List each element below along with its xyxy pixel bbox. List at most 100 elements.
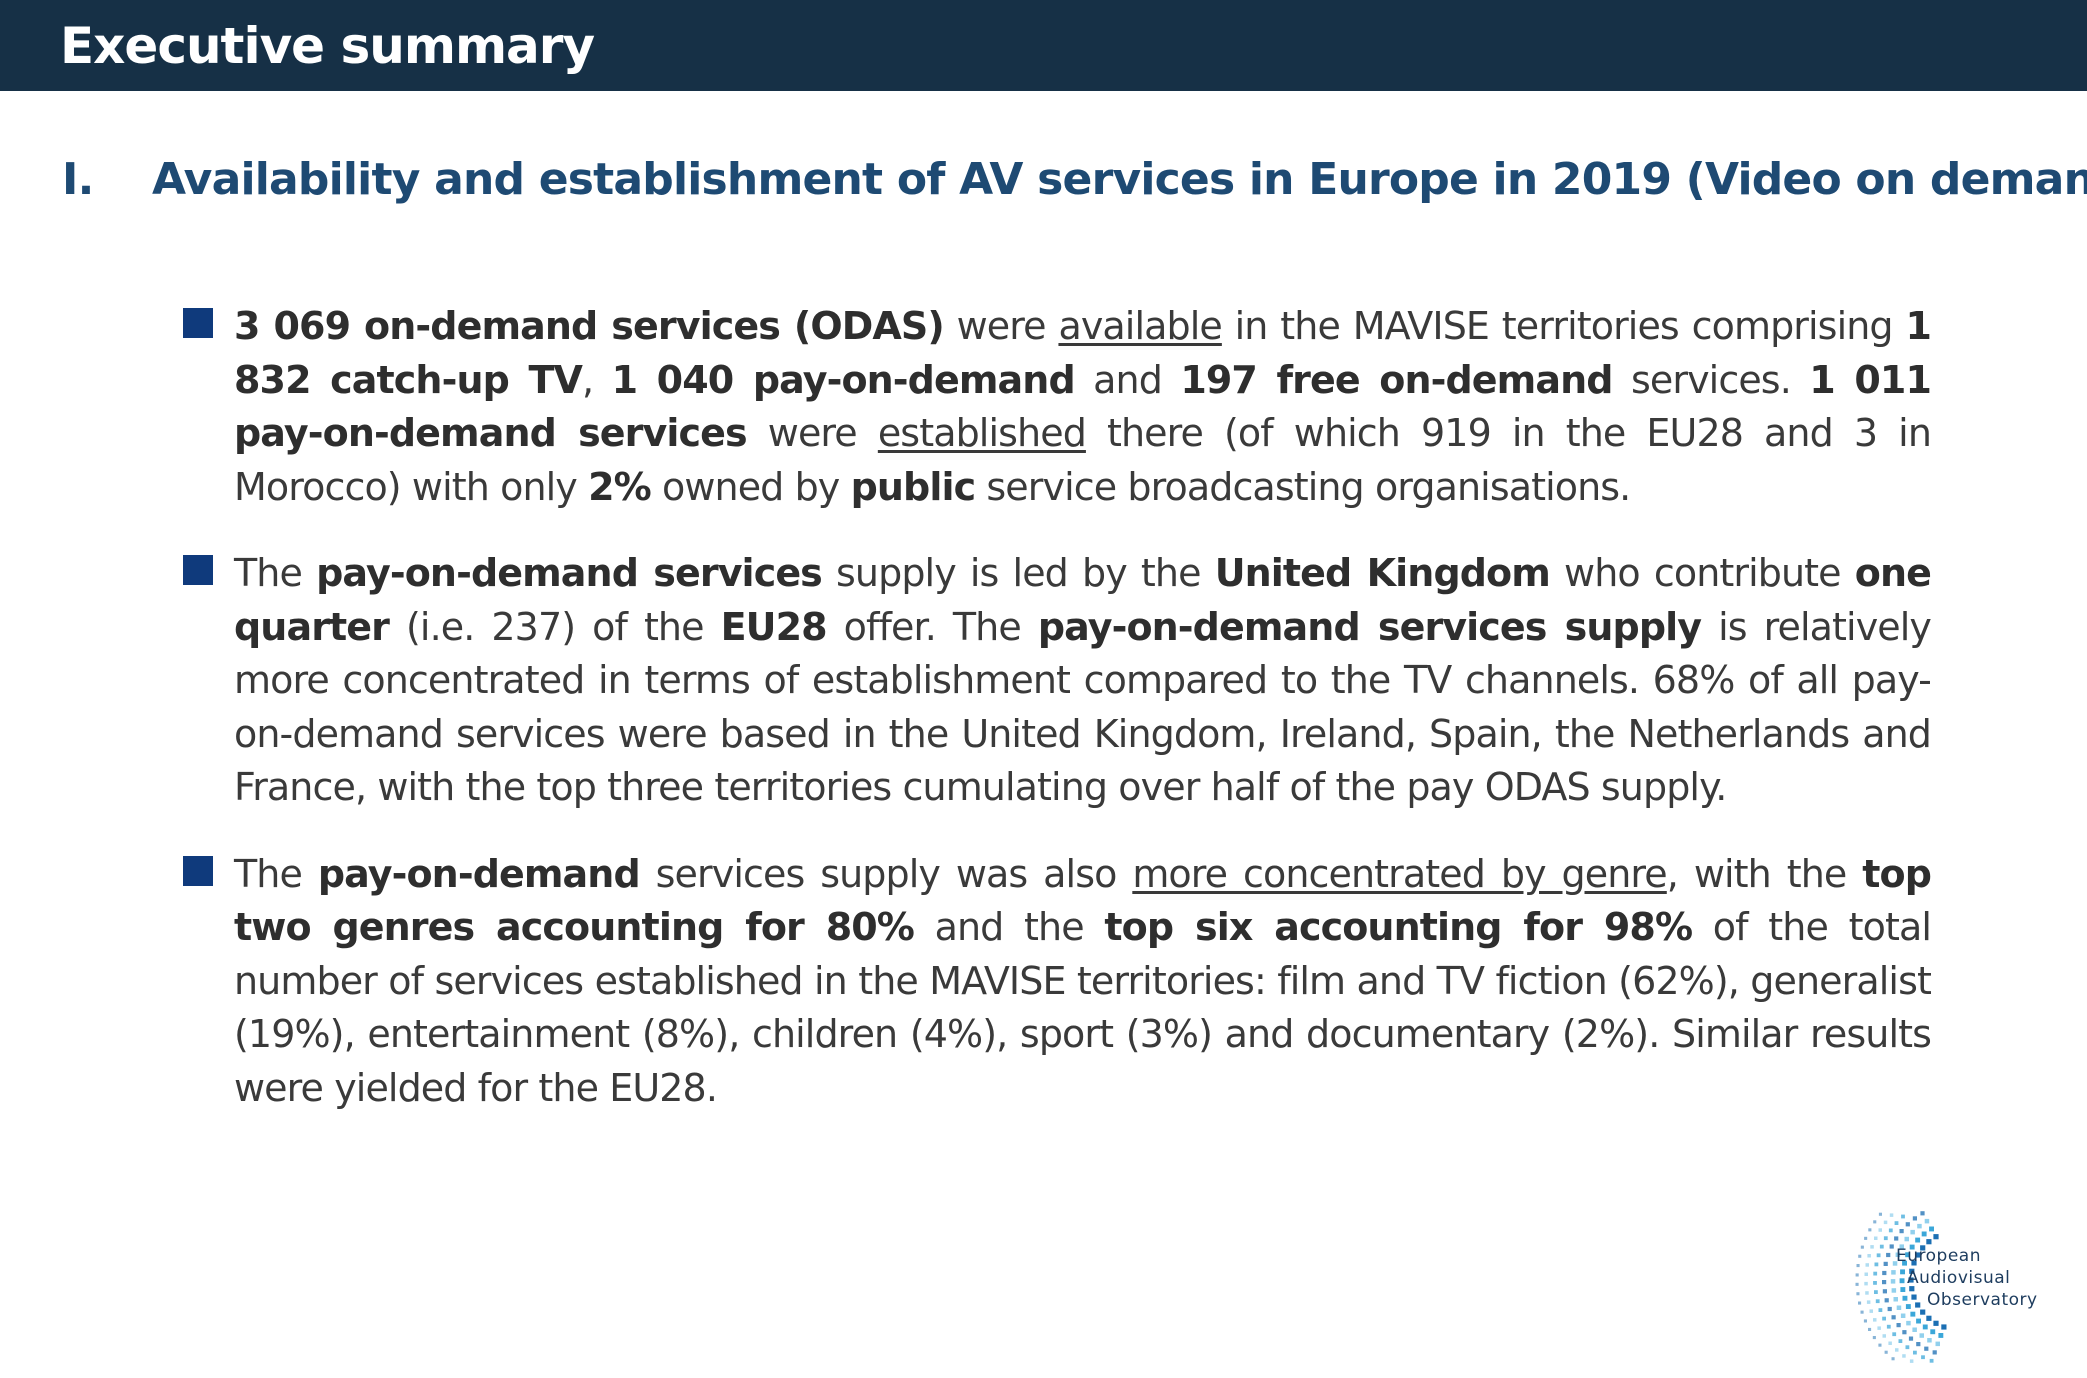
logo-tile xyxy=(1865,1263,1869,1267)
logo-text-line: Audiovisual xyxy=(1907,1268,2011,1288)
logo-tile xyxy=(1895,1252,1901,1257)
logo-tile xyxy=(1933,1234,1939,1240)
logo-tile xyxy=(1915,1302,1921,1308)
logo-tile xyxy=(1929,1358,1934,1363)
logo-tile xyxy=(1882,1280,1887,1285)
logo-tile xyxy=(1900,1269,1905,1275)
bullet-text-segment: there (of which 919 in the EU28 and 3 in… xyxy=(234,411,1932,509)
bullet-text-segment: in the MAVISE territories comprising xyxy=(1221,304,1906,348)
logo-tile xyxy=(1910,1229,1915,1235)
logo-tile xyxy=(1892,1261,1898,1266)
bullet-text-segment: service broadcasting organisations. xyxy=(975,464,1631,509)
logo-tile xyxy=(1921,1355,1925,1360)
logo-tile xyxy=(1941,1324,1947,1330)
logo-tile xyxy=(1875,1299,1880,1304)
logo-tile xyxy=(1898,1339,1903,1343)
observatory-logo: European Audiovisual Observatory xyxy=(1843,1210,2073,1365)
logo-text-line: Observatory xyxy=(1927,1290,2038,1310)
bullet-list: 3 069 on-demand services (ODAS) were ava… xyxy=(183,300,1932,1148)
bullet-text-segment: more concentrated by genre xyxy=(1132,851,1667,896)
logo-tile xyxy=(1878,1228,1882,1232)
logo-tile xyxy=(1864,1281,1868,1286)
logo-tile xyxy=(1899,1244,1904,1249)
bullet-text-segment: 1 832 catch-up TV xyxy=(234,304,1932,402)
logo-tile xyxy=(1889,1213,1894,1217)
bullet-text-segment: EU28 xyxy=(720,604,828,649)
logo-tile xyxy=(1886,1252,1891,1258)
logo-tile xyxy=(1878,1343,1882,1347)
logo-tile xyxy=(1878,1308,1883,1312)
logo-tile xyxy=(1888,1228,1893,1233)
logo-tile xyxy=(1873,1271,1878,1276)
logo-tile xyxy=(1904,1236,1909,1242)
logo-tile xyxy=(1905,1345,1910,1350)
logo-tile xyxy=(1911,1294,1917,1300)
logo-tile xyxy=(1874,1262,1879,1267)
logo-tile xyxy=(1916,1318,1921,1324)
logo-tile xyxy=(1902,1354,1906,1358)
section-number: I. xyxy=(62,154,94,205)
logo-tile xyxy=(1920,1245,1926,1251)
logo-tile xyxy=(1877,1326,1881,1330)
logo-tile xyxy=(1882,1289,1887,1294)
bullet-text-segment: established xyxy=(877,411,1087,455)
logo-tile xyxy=(1878,1212,1882,1216)
logo-tile xyxy=(1896,1323,1901,1328)
bullet-item: The pay-on-demand services supply is led… xyxy=(183,547,1932,815)
logo-tile xyxy=(1917,1223,1922,1229)
logo-tile xyxy=(1860,1245,1864,1249)
bullet-text: 3 069 on-demand services (ODAS) were ava… xyxy=(234,304,1932,509)
bullet-text-segment: is relatively more concentrated in terms… xyxy=(234,604,1932,810)
logo-tile xyxy=(1891,1315,1896,1320)
logo-tile xyxy=(1905,1252,1911,1258)
logo-tile xyxy=(1866,1300,1871,1304)
logo-tile xyxy=(1932,1350,1937,1355)
logo-tile xyxy=(1891,1357,1895,1361)
logo-tile xyxy=(1890,1279,1896,1284)
bullet-item: 3 069 on-demand services (ODAS) were ava… xyxy=(183,300,1932,514)
bullet-text-segment: services. xyxy=(1612,357,1810,402)
logo-tile xyxy=(1916,1342,1921,1347)
logo-tile xyxy=(1906,1320,1911,1326)
logo-tile xyxy=(1912,1216,1917,1221)
bullet-text-segment: United Kingdom xyxy=(1214,551,1551,595)
logo-tile xyxy=(1868,1327,1872,1331)
logo-tile xyxy=(1882,1316,1886,1321)
bullet-text-segment: 197 free on-demand xyxy=(1180,357,1613,402)
logo-tile xyxy=(1888,1341,1892,1345)
logo-tile xyxy=(1901,1214,1905,1219)
logo-tile xyxy=(1883,1220,1888,1225)
logo-tile xyxy=(1891,1270,1896,1275)
logo-tile xyxy=(1865,1291,1869,1295)
logo-tile xyxy=(1933,1320,1939,1326)
logo-tile xyxy=(1924,1346,1929,1351)
logo-tile xyxy=(1908,1336,1914,1341)
logo-tile xyxy=(1919,1333,1924,1338)
header-bar: Executive summary xyxy=(0,0,2087,91)
logo-tile xyxy=(1864,1236,1868,1240)
logo-tile xyxy=(1909,1268,1915,1274)
bullet-text-segment: and xyxy=(1074,357,1181,402)
bullet-text-segment: 1 011 pay-on-demand services xyxy=(234,357,1932,456)
bullet-text-segment: pay-on-demand xyxy=(317,851,641,896)
bullet-text-segment: 2% xyxy=(588,464,652,509)
logo-tile xyxy=(1882,1270,1887,1276)
logo-tile xyxy=(1893,1297,1898,1302)
logo-tile xyxy=(1909,1359,1914,1363)
logo-tile xyxy=(1858,1254,1862,1258)
bullet-text-segment: pay-on-demand services supply xyxy=(1037,604,1702,649)
logo-tile xyxy=(1863,1319,1867,1323)
section-heading: I. Availability and establishment of AV s… xyxy=(62,150,2087,210)
bullet-text-segment: supply is led by the xyxy=(821,551,1215,595)
logo-tile xyxy=(1882,1334,1886,1338)
bullet-text-segment: services supply was also xyxy=(639,851,1133,896)
logo-text-line: European xyxy=(1896,1246,1981,1266)
bullet-text-segment: The xyxy=(234,551,317,595)
bullet-text-segment: of the total number of services establis… xyxy=(234,905,1932,1110)
logo-tile xyxy=(1920,1211,1925,1216)
logo-tile xyxy=(1864,1272,1868,1276)
square-bullet-icon xyxy=(183,555,213,585)
logo-tile xyxy=(1855,1282,1859,1286)
logo-tile xyxy=(1912,1327,1917,1332)
logo-tile xyxy=(1905,1304,1911,1309)
